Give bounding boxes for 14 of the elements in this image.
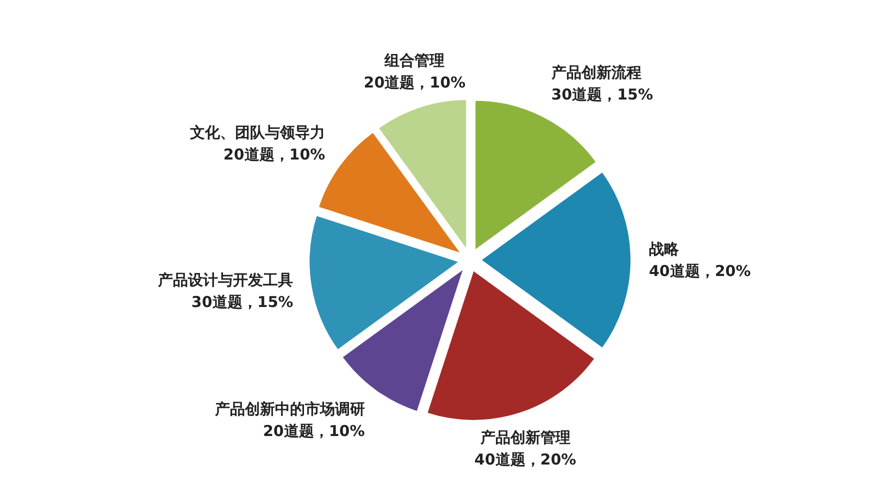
slice-label: 组合管理	[384, 52, 445, 70]
data-label: 30道题，15%	[191, 292, 294, 311]
data-label: 20道题，10%	[223, 146, 326, 164]
slice-label: 产品创新中的市场调研	[214, 400, 365, 418]
slice-label: 产品创新管理	[479, 428, 570, 446]
slice-label: 战略	[649, 240, 680, 258]
data-label: 20道题，10%	[364, 74, 466, 92]
data-label: 20道题，10%	[263, 422, 365, 440]
slice-label: 文化、团队与领导力	[189, 124, 326, 142]
data-label: 40道题，20%	[649, 262, 751, 280]
slice-label: 产品创新流程	[550, 64, 642, 82]
slice-label: 产品设计与开发工具	[157, 270, 294, 289]
data-label: 30道题，15%	[551, 86, 654, 104]
data-label: 40道题，20%	[474, 450, 576, 468]
